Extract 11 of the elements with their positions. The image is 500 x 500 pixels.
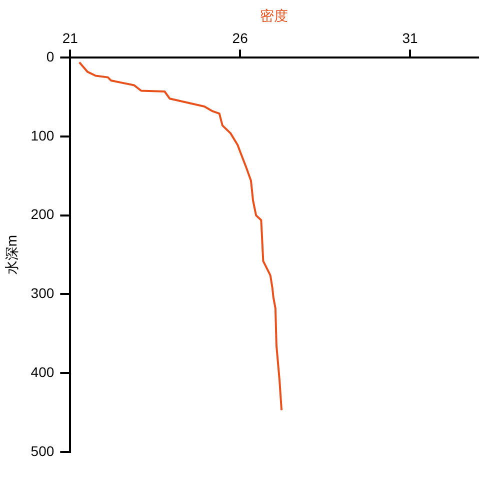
x-axis-title: 密度 (260, 7, 288, 24)
y-axis-title: 水深m (3, 234, 20, 275)
x-tick-label: 26 (232, 30, 248, 46)
y-tick-label: 500 (30, 442, 54, 459)
y-tick-label: 100 (30, 127, 54, 144)
x-tick-label: 21 (62, 30, 78, 46)
y-tick-label: 0 (46, 48, 54, 64)
y-tick-label: 200 (30, 206, 54, 222)
y-tick-label: 300 (30, 285, 54, 302)
x-tick-label: 31 (402, 30, 418, 46)
y-tick-label: 400 (30, 364, 54, 380)
